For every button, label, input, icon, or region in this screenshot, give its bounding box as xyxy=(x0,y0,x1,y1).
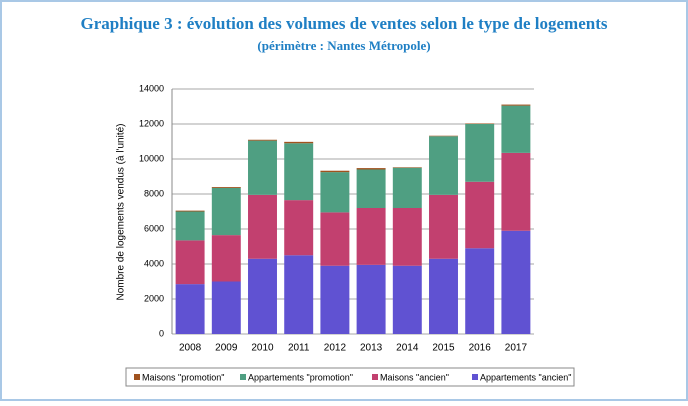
y-tick-label: 0 xyxy=(159,328,164,338)
legend-swatch xyxy=(472,374,478,380)
y-tick-label: 12000 xyxy=(139,118,164,128)
x-tick-label: 2015 xyxy=(432,343,455,354)
bar-segment xyxy=(320,265,350,334)
bar-segment xyxy=(284,255,314,334)
bar-segment xyxy=(248,258,277,334)
bar-segment xyxy=(175,210,205,212)
bar-segment xyxy=(284,200,314,256)
bar-segment xyxy=(356,168,386,170)
x-tick-label: 2010 xyxy=(251,343,274,354)
bar-segment xyxy=(429,194,458,259)
x-tick-label: 2017 xyxy=(505,343,528,354)
bar-segment xyxy=(429,258,458,334)
y-tick-label: 6000 xyxy=(144,223,164,233)
chart-title: Graphique 3 : évolution des volumes de v… xyxy=(81,14,608,33)
x-tick-label: 2008 xyxy=(179,343,202,354)
bar-segment xyxy=(211,235,241,282)
bar-segment xyxy=(320,170,350,173)
legend-swatch xyxy=(134,374,140,380)
bar-segment xyxy=(248,140,277,195)
y-tick-label: 14000 xyxy=(139,83,164,93)
bar-segment xyxy=(501,105,531,153)
bar-segment xyxy=(392,265,422,334)
legend-label: Maisons "ancien" xyxy=(380,372,449,382)
bar-segment xyxy=(248,194,277,259)
bar-segment xyxy=(320,212,350,266)
x-tick-label: 2013 xyxy=(360,343,383,354)
bar-segment xyxy=(175,284,205,334)
bar-segment xyxy=(175,240,205,285)
x-tick-label: 2009 xyxy=(215,343,238,354)
legend-label: Appartements "ancien" xyxy=(480,372,571,382)
bar-segment xyxy=(465,248,495,334)
bar-segment xyxy=(356,264,386,334)
y-tick-label: 4000 xyxy=(144,258,164,268)
legend-box xyxy=(125,367,575,387)
bar-segment xyxy=(356,169,386,208)
bar-segment xyxy=(465,123,495,124)
bar-segment xyxy=(429,135,458,137)
bar-segment xyxy=(429,136,458,195)
y-axis-label: Nombre de logements vendus (à l'unité) xyxy=(116,123,127,300)
bar-segment xyxy=(175,211,205,241)
x-tick-label: 2011 xyxy=(288,343,310,354)
bar-segment xyxy=(211,187,241,188)
y-tick-label: 2000 xyxy=(144,293,164,303)
legend-label: Maisons "promotion" xyxy=(142,372,224,382)
bar-segment xyxy=(211,281,241,334)
x-tick-label: 2012 xyxy=(324,343,347,354)
bar-segment xyxy=(356,208,386,265)
bar-segment xyxy=(284,141,314,144)
bar-segment xyxy=(501,230,531,334)
bar-segment xyxy=(248,139,277,141)
bar-segment xyxy=(320,172,350,213)
bar-segment xyxy=(392,167,422,168)
chart-subtitle: (périmètre : Nantes Métropole) xyxy=(257,38,430,53)
y-tick-label: 10000 xyxy=(139,153,164,163)
bar-segment xyxy=(211,187,241,236)
bar-segment xyxy=(465,181,495,249)
x-tick-label: 2014 xyxy=(396,343,419,354)
x-tick-label: 2016 xyxy=(469,343,492,354)
bar-segment xyxy=(392,167,422,208)
y-tick-label: 8000 xyxy=(144,188,164,198)
legend-label: Appartements "promotion" xyxy=(248,372,353,382)
bar-segment xyxy=(465,124,495,182)
legend-swatch xyxy=(372,374,378,380)
bar-segment xyxy=(284,143,314,201)
legend-swatch xyxy=(240,374,246,380)
bar-segment xyxy=(501,104,531,106)
bar-segment xyxy=(501,152,531,231)
bar-segment xyxy=(392,208,422,266)
